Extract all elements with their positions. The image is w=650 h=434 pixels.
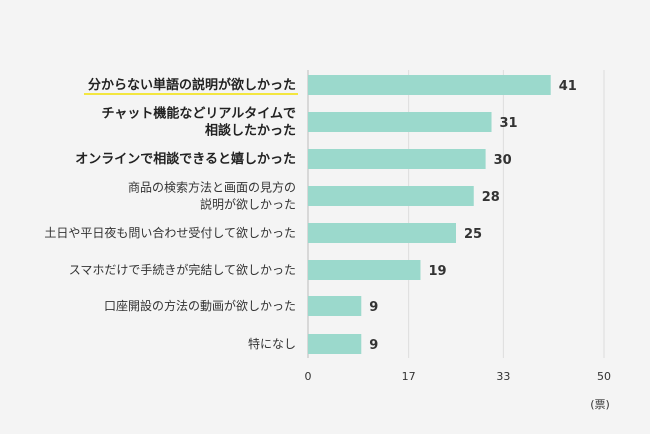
- x-tick-label: 17: [402, 370, 416, 383]
- bar: [308, 223, 456, 243]
- category-label: 説明が欲しかった: [200, 197, 296, 212]
- bar-value-label: 41: [559, 79, 577, 94]
- bar: [308, 186, 474, 206]
- bar: [308, 260, 421, 280]
- x-tick-label: 0: [305, 370, 312, 383]
- category-label: チャット機能などリアルタイムで: [102, 106, 296, 122]
- category-label: 相談したかった: [205, 123, 296, 139]
- bar-value-label: 30: [494, 153, 512, 168]
- bar-value-label: 31: [500, 116, 518, 131]
- x-tick-label: 50: [597, 370, 611, 383]
- bar: [308, 75, 551, 95]
- category-label: 分からない単語の説明が欲しかった: [88, 77, 296, 93]
- bar: [308, 112, 492, 132]
- category-label: オンラインで相談できると嬉しかった: [75, 151, 296, 167]
- bar-value-label: 9: [369, 338, 378, 353]
- bar-value-label: 28: [482, 190, 500, 205]
- bar: [308, 334, 362, 354]
- bar: [308, 149, 486, 169]
- category-label: スマホだけで手続きが完結して欲しかった: [69, 262, 296, 277]
- category-label: 特になし: [248, 336, 296, 351]
- bar: [308, 296, 362, 316]
- category-label: 商品の検索方法と画面の見方の: [128, 180, 296, 195]
- highlight-underline: [83, 93, 298, 95]
- category-label: 土日や平日夜も問い合わせ受付して欲しかった: [44, 225, 296, 240]
- x-axis-unit-label: (票): [590, 398, 610, 411]
- bar-value-label: 25: [464, 227, 482, 242]
- bar-value-label: 19: [428, 264, 446, 279]
- category-label: 口座開設の方法の動画が欲しかった: [104, 298, 296, 313]
- x-tick-label: 33: [496, 370, 510, 383]
- bar-value-label: 9: [369, 300, 378, 315]
